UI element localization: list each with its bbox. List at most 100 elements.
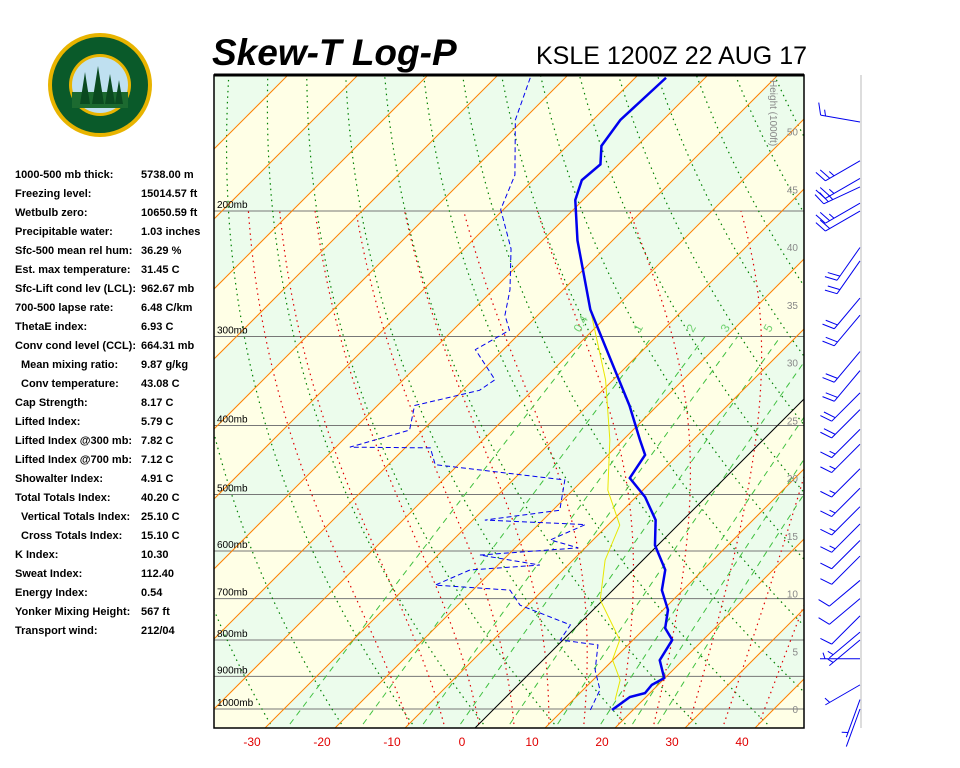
pressure-label: 700mb [217,588,248,599]
wind-barb [815,202,861,224]
dry-adiabat-line [803,53,960,724]
wind-barb-feather [824,289,838,295]
stat-value: 36.29 % [141,245,182,257]
wind-barb-half-feather [824,697,831,703]
wind-barb [827,639,861,667]
stat-label: Showalter Index: [15,473,104,485]
wind-barb-half-feather [822,652,826,659]
stat-label: Cap Strength: [15,397,88,409]
wind-barb-staff [831,506,861,536]
stat-row: Est. max temperature: 31.45 C [15,264,200,283]
height-tick-label: 40 [787,243,799,254]
wind-barb-half-feather [824,109,827,117]
wind-barb-staff [823,186,861,205]
wind-barb-feather [820,431,832,439]
isotherm-band [214,119,804,728]
plot-area: 0.4 1 2 3 5 [214,53,960,728]
height-tick-label: 35 [787,301,799,312]
wind-barb-half-feather [827,658,834,663]
wind-barb-feather [815,214,826,224]
wind-barb [820,409,861,439]
dry-adiabat-line [879,53,960,724]
wind-barb [818,102,861,123]
dry-adiabat-line [384,75,697,725]
wind-barb-feather [820,510,832,518]
stat-row: Wetbulb zero: 10650.59 ft [15,207,200,226]
stat-label: Total Totals Index: [15,492,111,504]
stat-label: Freezing level: [15,188,92,200]
wind-barb-staff [831,615,861,645]
wind-barb-staff [831,443,861,473]
stat-row: Mean mixing ratio: 9.87 g/kg [15,359,200,378]
wind-barb-feather [822,377,835,383]
stat-label: 700-500 lapse rate: [15,302,114,314]
stat-value: 5.79 C [141,416,174,428]
wind-barb [824,684,861,706]
temperature-trace [574,76,674,711]
wind-barb [820,555,861,585]
x-tick-label: -20 [313,735,331,749]
wind-barb-half-feather [827,650,834,656]
isotherm-line [404,328,804,728]
x-tick-label: -30 [243,735,261,749]
wind-barb-half-feather [829,528,836,532]
wind-barb-feather [820,562,832,570]
isotherm-line [334,258,804,728]
pressure-label: 900mb [217,665,248,676]
mixing-ratio-line [289,336,589,725]
height-tick-label: 50 [787,128,799,139]
dry-adiabat-line [918,53,960,724]
wind-barb-feather [827,272,841,277]
isotherm-line [684,608,804,728]
wind-barb-feather [820,415,832,422]
stat-value: 7.12 C [141,454,174,466]
wind-barb [818,580,861,607]
wind-barb-feather [818,617,830,625]
wind-barb-feather [822,340,835,347]
wind-barb [822,370,861,402]
stat-row: Total Totals Index: 40.20 C [15,492,200,511]
stat-row: Yonker Mixing Height: 567 ft [15,606,200,625]
wind-barb-half-feather [829,509,836,514]
height-tick-label: 0 [792,705,798,716]
wind-barb [820,428,861,459]
wind-barb-half-feather [829,465,836,470]
wind-barb-staff [829,639,861,667]
wind-barb [822,297,861,330]
wind-barb-staff [831,409,861,439]
wind-barb-staff [831,487,861,517]
wind-barb-staff [833,370,861,402]
stat-value: 10.30 [141,549,169,561]
wind-barb-half-feather [829,490,836,494]
wind-barb-feather [825,392,838,398]
stat-value: 5738.00 m [141,169,194,181]
wind-barb-staff [831,428,861,458]
chart-title: Skew-T Log-P [212,32,457,73]
wind-barb [820,487,861,518]
wind-barb-staff [825,160,861,182]
wind-barb-half-feather [828,194,834,200]
wind-barb-feather [818,102,822,116]
stat-row: Energy Index: 0.54 [15,587,200,606]
dry-adiabat-line [461,75,804,693]
stat-label: Transport wind: [15,625,98,637]
stat-label: Sweat Index: [15,568,83,580]
pressure-label: 800mb [217,629,248,640]
stat-label: Yonker Mixing Height: [15,606,131,618]
stat-label: Energy Index: [15,587,88,599]
stat-row: 700-500 lapse rate: 6.48 C/km [15,302,200,321]
stat-label: Cross Totals Index: [21,530,123,542]
wind-barb-feather [819,219,831,229]
stat-row: Lifted Index: 5.79 C [15,416,200,435]
dry-adiabat-line [266,75,484,725]
moist-adiabat-line [463,210,588,725]
height-tick-label: 25 [787,416,799,427]
stat-label: Lifted Index @300 mb: [15,435,133,447]
wind-barb-staff [845,708,861,747]
moist-adiabat-line [688,210,763,725]
stat-value: 4.91 C [141,473,174,485]
stat-label: Conv temperature: [21,378,119,390]
dry-adiabat-line [306,75,555,725]
stat-row: 1000-500 mb thick: 5738.00 m [15,169,200,188]
